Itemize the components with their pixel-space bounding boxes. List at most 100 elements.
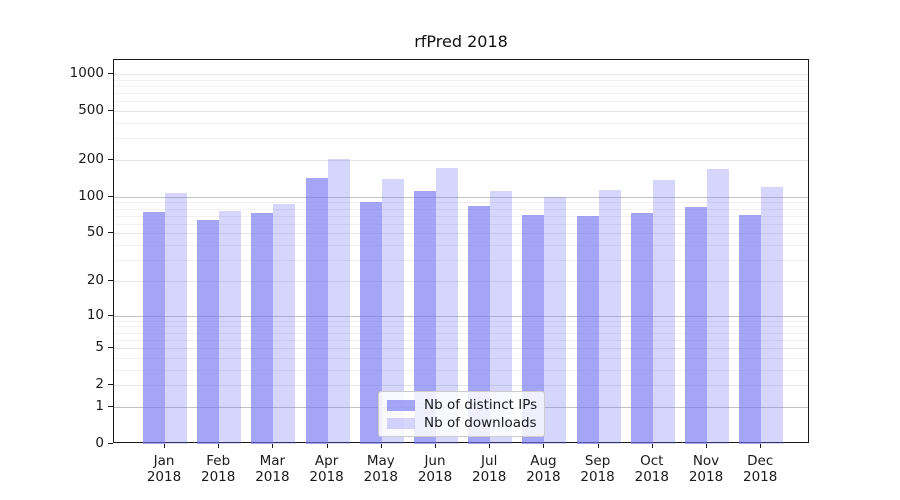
x-tick-label-jun: Jun 2018 — [417, 453, 453, 485]
x-tick-may — [380, 444, 382, 448]
y-tick-label-5: 5 — [95, 339, 104, 356]
bar-nb-of-distinct-ips-dec — [739, 214, 762, 444]
x-tick-label-jan: Jan 2018 — [146, 453, 182, 485]
gridline-300 — [114, 138, 808, 140]
y-tick-200 — [108, 158, 113, 160]
bar-nb-of-downloads-feb — [219, 211, 242, 444]
gridline-900 — [114, 79, 808, 81]
y-tick-100 — [108, 195, 113, 197]
chart-title: rfPred 2018 — [414, 32, 508, 51]
legend-item-distinct-ips: Nb of distinct IPs — [387, 397, 538, 413]
gridline-70 — [114, 215, 808, 217]
legend-swatch-distinct-ips — [387, 399, 415, 411]
x-tick-label-apr: Apr 2018 — [309, 453, 344, 485]
gridline-8 — [114, 326, 808, 328]
gridline-60 — [114, 223, 808, 225]
y-tick-label-100: 100 — [78, 187, 104, 204]
y-tick-label-200: 200 — [78, 150, 104, 167]
y-tick-20 — [108, 279, 113, 281]
x-tick-label-may: May 2018 — [363, 453, 398, 485]
gridline-700 — [114, 93, 808, 95]
bar-nb-of-downloads-aug — [544, 197, 567, 444]
x-tick-label-mar: Mar 2018 — [255, 453, 290, 485]
x-tick-label-nov: Nov 2018 — [688, 453, 724, 485]
x-tick-jan — [164, 444, 165, 448]
gridline-3 — [114, 369, 808, 371]
x-tick-aug — [543, 444, 545, 448]
legend-label-distinct-ips: Nb of distinct IPs — [424, 397, 538, 413]
y-tick-label-1: 1 — [95, 397, 104, 414]
x-tick-label-dec: Dec 2018 — [743, 453, 778, 485]
bar-nb-of-downloads-dec — [761, 187, 784, 444]
gridline-30 — [114, 260, 808, 262]
y-tick-1000 — [108, 73, 113, 74]
x-tick-nov — [706, 444, 707, 448]
gridline-9 — [114, 320, 808, 322]
y-tick-10 — [108, 314, 113, 316]
bar-nb-of-distinct-ips-may — [359, 201, 382, 444]
gridline-200 — [114, 159, 808, 161]
y-tick-label-0: 0 — [95, 435, 104, 451]
y-tick-label-50: 50 — [86, 224, 104, 241]
gridline-80 — [114, 208, 808, 210]
legend: Nb of distinct IPs Nb of downloads — [378, 391, 545, 437]
gridline-40 — [114, 245, 808, 247]
x-tick-jun — [435, 444, 436, 448]
x-tick-label-aug: Aug 2018 — [526, 453, 561, 485]
y-tick-500 — [108, 110, 113, 112]
bar-nb-of-downloads-sep — [598, 190, 621, 444]
bar-nb-of-distinct-ips-nov — [685, 207, 707, 444]
bar-nb-of-downloads-apr — [327, 158, 350, 444]
bar-nb-of-downloads-oct — [652, 179, 675, 444]
x-tick-feb — [218, 444, 220, 448]
y-tick-label-2: 2 — [95, 376, 104, 393]
gridline-90 — [114, 202, 808, 204]
legend-label-downloads: Nb of downloads — [424, 415, 537, 431]
x-tick-apr — [326, 444, 328, 448]
gridline-50 — [114, 233, 808, 235]
bar-nb-of-distinct-ips-apr — [305, 178, 328, 444]
bar-nb-of-downloads-jun — [436, 168, 458, 444]
gridline-1000 — [114, 74, 808, 75]
legend-swatch-downloads — [387, 417, 415, 429]
gridline-5 — [114, 348, 808, 350]
bar-nb-of-distinct-ips-aug — [522, 214, 545, 444]
y-tick-1 — [108, 405, 113, 407]
bar-nb-of-distinct-ips-jan — [143, 212, 165, 444]
gridline-500 — [114, 111, 808, 113]
x-tick-dec — [760, 444, 762, 448]
bar-nb-of-downloads-may — [381, 179, 404, 444]
gridline-20 — [114, 280, 808, 282]
x-tick-label-jul: Jul 2018 — [472, 453, 507, 485]
y-tick-label-20: 20 — [86, 271, 104, 288]
y-tick-label-1000: 1000 — [69, 65, 104, 81]
legend-item-downloads: Nb of downloads — [387, 415, 537, 431]
gridline-800 — [114, 85, 808, 87]
bar-nb-of-downloads-mar — [273, 204, 296, 444]
bar-nb-of-distinct-ips-jul — [468, 206, 491, 444]
x-tick-label-feb: Feb 2018 — [201, 453, 236, 485]
gridline-400 — [114, 122, 808, 124]
x-tick-sep — [597, 444, 599, 448]
y-tick-0 — [108, 443, 113, 444]
bar-nb-of-distinct-ips-oct — [630, 212, 653, 444]
bar-nb-of-distinct-ips-feb — [197, 219, 220, 444]
gridline-7 — [114, 332, 808, 334]
gridline-2 — [114, 385, 808, 387]
gridline-10 — [114, 315, 808, 317]
gridline-100 — [114, 196, 808, 198]
bar-nb-of-downloads-nov — [707, 168, 729, 444]
bar-nb-of-distinct-ips-mar — [251, 212, 274, 444]
x-tick-jul — [489, 444, 491, 448]
gridline-4 — [114, 357, 808, 359]
bar-nb-of-downloads-jul — [490, 191, 513, 444]
y-tick-5 — [108, 347, 113, 349]
x-tick-oct — [651, 444, 653, 448]
y-tick-2 — [108, 384, 113, 386]
x-tick-label-oct: Oct 2018 — [634, 453, 669, 485]
plot-area — [113, 59, 809, 444]
y-tick-50 — [108, 232, 113, 234]
x-tick-mar — [272, 444, 274, 448]
bar-nb-of-downloads-jan — [165, 192, 187, 444]
